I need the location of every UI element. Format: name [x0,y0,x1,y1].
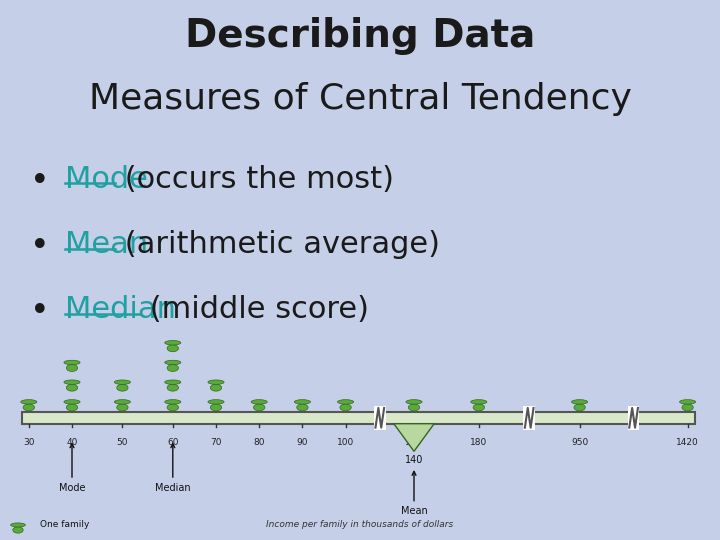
Circle shape [64,380,80,384]
Text: 180: 180 [470,437,487,447]
Ellipse shape [210,384,222,391]
Ellipse shape [167,404,179,411]
Text: Mode: Mode [59,444,85,493]
Bar [523,406,535,430]
Text: 100: 100 [337,437,354,447]
Text: •: • [30,295,50,328]
Ellipse shape [117,404,128,411]
Ellipse shape [167,384,179,391]
Text: Describing Data: Describing Data [185,17,535,55]
Circle shape [165,341,181,345]
Text: Median: Median [65,295,176,324]
Text: Measures of Central Tendency: Measures of Central Tendency [89,82,631,116]
Circle shape [165,380,181,384]
Ellipse shape [66,384,78,391]
Text: Income per family in thousands of dollars: Income per family in thousands of dollar… [266,519,454,529]
Text: 90: 90 [297,437,308,447]
Text: 950: 950 [571,437,588,447]
Bar [22,412,695,424]
Circle shape [572,400,588,404]
Text: Median: Median [155,444,191,493]
Circle shape [114,400,130,404]
Text: (middle score): (middle score) [140,295,369,324]
Circle shape [471,400,487,404]
Text: 30: 30 [23,437,35,447]
Text: •: • [30,165,50,198]
Ellipse shape [574,404,585,411]
Text: 40: 40 [66,437,78,447]
Ellipse shape [66,404,78,411]
Text: (arithmetic average): (arithmetic average) [115,230,440,259]
Circle shape [208,380,224,384]
Text: 50: 50 [117,437,128,447]
Bar [374,406,386,430]
Ellipse shape [253,404,265,411]
Ellipse shape [297,404,308,411]
Text: Mean: Mean [65,230,148,259]
Text: 140: 140 [405,455,423,465]
Circle shape [21,400,37,404]
Ellipse shape [167,364,179,372]
Ellipse shape [210,404,222,411]
Ellipse shape [23,404,35,411]
Text: Mean: Mean [400,471,428,516]
Circle shape [64,360,80,364]
Ellipse shape [167,345,179,352]
Text: 140: 140 [405,437,423,447]
Circle shape [165,400,181,404]
Text: Mode: Mode [65,165,148,194]
Ellipse shape [473,404,485,411]
Text: 70: 70 [210,437,222,447]
Circle shape [11,523,25,527]
Ellipse shape [13,527,23,533]
Ellipse shape [117,384,128,391]
Ellipse shape [682,404,693,411]
Circle shape [251,400,267,404]
Text: One family: One family [40,519,89,529]
Ellipse shape [340,404,351,411]
Circle shape [294,400,310,404]
Bar [628,406,639,430]
Circle shape [165,360,181,364]
Text: •: • [30,230,50,263]
Ellipse shape [408,404,420,411]
Circle shape [680,400,696,404]
Text: (occurs the most): (occurs the most) [115,165,395,194]
Circle shape [338,400,354,404]
Text: 1420: 1420 [676,437,699,447]
Text: 60: 60 [167,437,179,447]
Circle shape [64,400,80,404]
Circle shape [208,400,224,404]
Ellipse shape [66,364,78,372]
Text: 80: 80 [253,437,265,447]
Polygon shape [394,424,434,451]
Circle shape [406,400,422,404]
Circle shape [114,380,130,384]
